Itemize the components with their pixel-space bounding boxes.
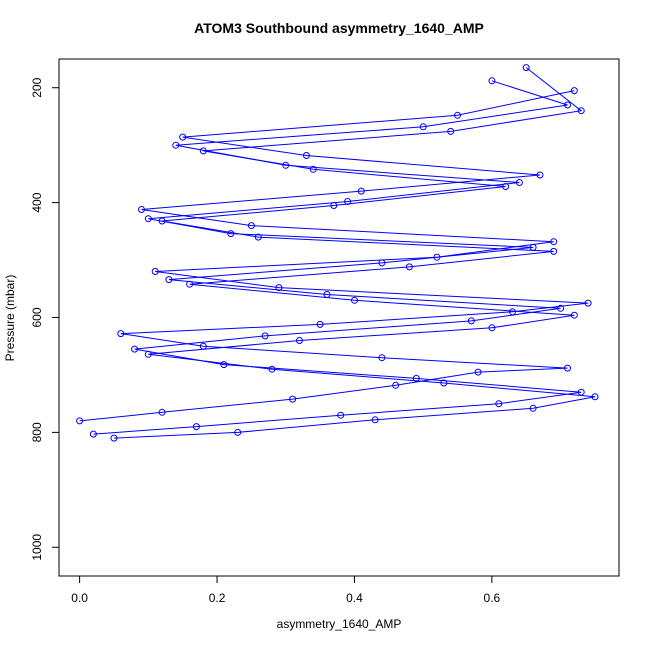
data-point [131,345,139,353]
data-point [165,276,173,284]
data-point [419,123,427,131]
data-point [144,215,152,223]
data-point [577,107,585,115]
data-point [591,393,599,401]
data-point [564,364,571,372]
data-point [158,408,166,416]
x-tick-label: 0.2 [209,591,226,605]
data-point [316,320,324,328]
x-tick-label: 0.4 [346,591,363,605]
data-point [302,152,310,159]
data-point [172,141,180,149]
data-point [557,304,565,312]
data-point [247,222,255,230]
series-line [113,67,596,439]
data-point [564,101,571,109]
series-line [93,80,582,435]
data-point [268,365,276,373]
y-axis: 200 400 600 800 1000 [30,77,60,561]
y-axis-label: Pressure (mbar) [3,275,17,362]
data-point [220,361,228,369]
data-point [412,374,420,382]
data-point [529,404,537,412]
data-point [289,395,297,403]
data-point [522,64,530,72]
x-tick-label: 0.6 [484,591,501,605]
data-point [447,127,455,135]
y-tick-label: 600 [30,307,44,327]
y-tick-label: 200 [30,77,44,97]
data-point [158,217,166,225]
data-point [378,259,386,267]
data-point [351,296,358,304]
data-point [550,247,558,255]
data-point [378,354,386,362]
data-point [337,411,345,419]
data-point [584,299,592,307]
data-point [296,337,303,344]
data-point [110,434,118,442]
data-point [275,284,283,292]
data-point [89,430,97,438]
data-point [261,332,269,340]
y-tick-label: 1000 [30,534,44,561]
y-tick-label: 400 [30,192,44,212]
data-point [454,111,461,119]
data-point [330,202,338,209]
data-point [179,133,187,141]
data-point [186,280,194,288]
data-point [570,87,578,95]
data-point [570,311,578,319]
data-point [536,171,544,179]
data-point [405,263,413,271]
data-point [117,330,125,338]
data-point [488,77,496,85]
x-axis-label: asymmetry_1640_AMP [277,617,402,631]
y-tick-label: 800 [30,422,44,442]
data-point [357,187,365,195]
data-point [344,198,352,205]
data-point [227,230,235,238]
plot-frame [58,58,620,577]
data-point [144,350,152,358]
data-point [392,381,400,389]
data-point [550,238,558,246]
data-point [488,324,496,332]
chart-title: ATOM3 Southbound asymmetry_1640_AMP [194,20,484,36]
series-line [79,90,589,422]
data-point [440,379,448,387]
x-tick-label: 0.0 [71,591,88,605]
data-point [309,165,317,173]
data-point [254,233,262,241]
data-layer [76,64,599,442]
data-point [192,423,200,431]
data-point [371,416,379,424]
data-point [76,417,84,425]
x-axis: 0.0 0.2 0.4 0.6 [71,575,501,605]
data-point [474,368,482,376]
data-point [151,268,159,275]
data-point [467,317,475,325]
data-point [199,147,207,155]
data-point [502,183,510,190]
data-point [234,428,242,436]
data-point [138,206,145,213]
data-point [495,400,503,408]
data-point [515,179,523,186]
